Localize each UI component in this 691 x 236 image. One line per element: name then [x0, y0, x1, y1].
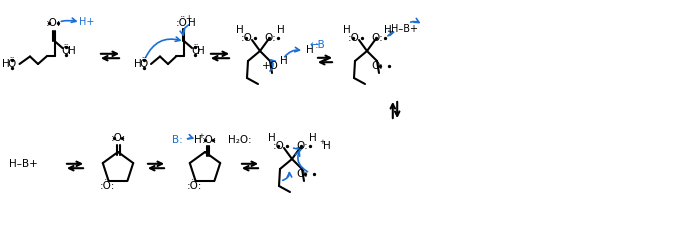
Text: H: H [1, 59, 10, 69]
Text: O:: O: [264, 33, 276, 43]
Text: H: H [194, 135, 202, 145]
Text: :O:: :O: [46, 18, 61, 29]
Text: H: H [236, 25, 244, 35]
Text: H: H [309, 133, 317, 143]
Text: :O:: :O: [111, 133, 126, 143]
Text: H: H [280, 56, 288, 66]
Text: :Ö:: :Ö: [187, 181, 202, 191]
Text: ←: ← [310, 41, 319, 51]
Text: O:: O: [296, 141, 308, 151]
Text: H: H [277, 25, 285, 35]
Text: H₂O:: H₂O: [228, 135, 252, 145]
Text: +: + [184, 14, 191, 24]
Text: H: H [188, 18, 196, 28]
Text: H: H [68, 46, 75, 56]
Text: Ö: Ö [140, 59, 148, 69]
Text: B:: B: [171, 135, 182, 145]
Text: :O: :O [273, 141, 285, 151]
Text: H: H [306, 45, 314, 55]
Text: :O: :O [348, 33, 360, 43]
Text: +: + [198, 133, 204, 139]
Text: Ö: Ö [8, 59, 16, 69]
Text: :Ö: :Ö [176, 18, 187, 29]
Text: :O:: :O: [201, 135, 217, 145]
Text: +: + [319, 139, 325, 145]
Text: Ö: Ö [62, 46, 70, 56]
Text: H: H [197, 46, 205, 56]
Text: O:: O: [371, 33, 383, 43]
Text: H–B+: H–B+ [392, 24, 419, 34]
Text: :B: :B [314, 40, 325, 50]
Text: H: H [323, 141, 331, 151]
Text: H: H [268, 133, 276, 143]
Text: H+: H+ [79, 17, 94, 27]
Text: +O: +O [262, 61, 278, 71]
Text: H: H [134, 59, 142, 69]
Text: Ö: Ö [191, 46, 200, 56]
Text: O:: O: [371, 61, 383, 71]
Text: :O: :O [241, 33, 253, 43]
Text: :Ö:: :Ö: [100, 181, 115, 191]
Text: H: H [343, 25, 351, 35]
Text: H–B+: H–B+ [8, 159, 37, 169]
Text: H: H [384, 25, 392, 35]
Text: O:: O: [296, 169, 308, 179]
